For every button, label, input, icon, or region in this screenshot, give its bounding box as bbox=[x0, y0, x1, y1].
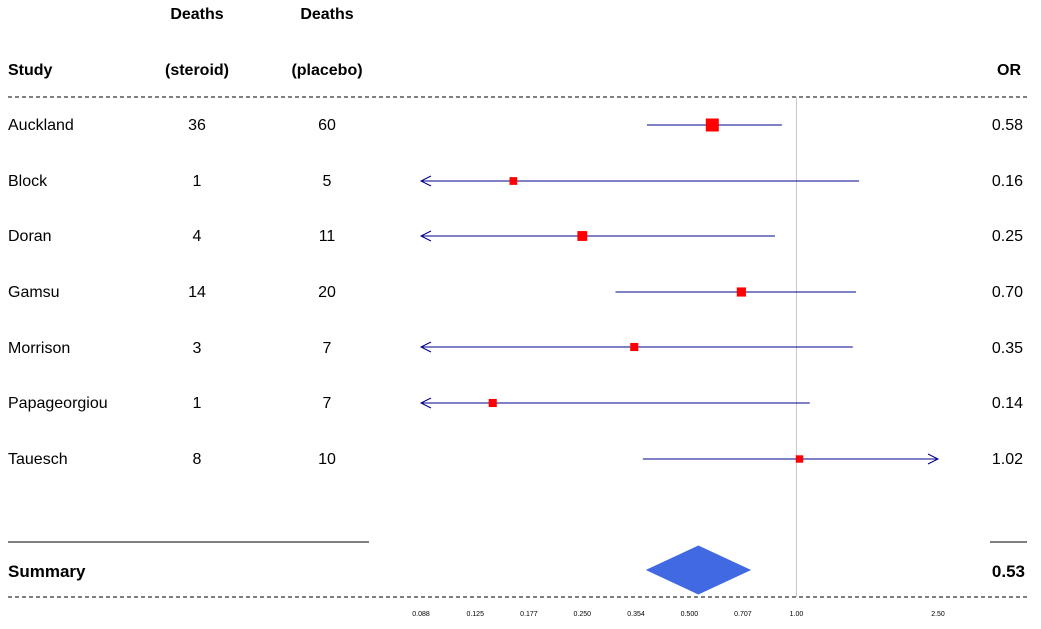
study-name: Doran bbox=[8, 228, 52, 245]
steroid-deaths: 36 bbox=[188, 117, 206, 134]
placebo-deaths: 5 bbox=[322, 173, 332, 190]
or-value: 0.70 bbox=[991, 284, 1023, 301]
tick-label: 1.00 bbox=[790, 611, 804, 618]
study-name: Morrison bbox=[8, 340, 71, 357]
steroid-deaths: 3 bbox=[192, 340, 202, 357]
steroid-deaths: 1 bbox=[192, 173, 202, 190]
summary-diamond bbox=[645, 545, 752, 595]
placebo-deaths: 10 bbox=[318, 451, 336, 468]
tick-label: 0.707 bbox=[734, 611, 752, 618]
study-name: Papageorgiou bbox=[8, 395, 108, 412]
tick-label: 0.125 bbox=[466, 611, 484, 618]
header-deaths-steroid: Deaths bbox=[170, 6, 224, 23]
point-estimate bbox=[509, 177, 518, 185]
ci-arrow-left bbox=[419, 230, 432, 242]
ci-arrow-left bbox=[419, 341, 432, 353]
study-name: Block bbox=[8, 173, 48, 190]
tick-label: 0.354 bbox=[627, 611, 645, 618]
summary-label: Summary bbox=[8, 562, 86, 581]
summary-or-value: 0.53 bbox=[991, 562, 1025, 581]
steroid-deaths: 1 bbox=[192, 395, 202, 412]
study-name: Tauesch bbox=[8, 451, 68, 468]
header-placebo: (placebo) bbox=[291, 62, 363, 79]
study-name: Auckland bbox=[8, 117, 74, 134]
or-value: 1.02 bbox=[991, 451, 1023, 468]
point-estimate bbox=[577, 231, 588, 241]
steroid-deaths: 14 bbox=[188, 284, 206, 301]
steroid-deaths: 4 bbox=[192, 228, 202, 245]
ci-arrow-left bbox=[419, 397, 432, 409]
placebo-deaths: 11 bbox=[318, 228, 336, 245]
header-deaths-placebo: Deaths bbox=[300, 6, 354, 23]
ci-arrow-left bbox=[419, 175, 432, 187]
tick-label: 0.500 bbox=[681, 611, 699, 618]
or-value: 0.25 bbox=[991, 228, 1023, 245]
ci-arrow-right bbox=[927, 453, 940, 465]
or-value: 0.16 bbox=[991, 173, 1023, 190]
placebo-deaths: 7 bbox=[322, 340, 332, 357]
point-estimate bbox=[736, 287, 746, 297]
header-steroid: (steroid) bbox=[165, 62, 229, 79]
tick-label: 0.177 bbox=[520, 611, 538, 618]
point-estimate bbox=[795, 455, 804, 463]
tick-label: 0.250 bbox=[574, 611, 592, 618]
placebo-deaths: 7 bbox=[322, 395, 332, 412]
tick-label: 2.50 bbox=[931, 611, 945, 618]
or-value: 0.14 bbox=[991, 395, 1023, 412]
point-estimate bbox=[705, 118, 719, 132]
tick-label: 0.088 bbox=[412, 611, 430, 618]
point-estimate bbox=[630, 342, 639, 352]
study-name: Gamsu bbox=[8, 284, 60, 301]
point-estimate bbox=[488, 398, 497, 408]
placebo-deaths: 60 bbox=[318, 117, 336, 134]
header-or: OR bbox=[997, 62, 1021, 79]
or-value: 0.58 bbox=[991, 117, 1023, 134]
placebo-deaths: 20 bbox=[318, 284, 336, 301]
or-value: 0.35 bbox=[991, 340, 1023, 357]
header-study: Study bbox=[8, 62, 53, 79]
steroid-deaths: 8 bbox=[192, 451, 202, 468]
